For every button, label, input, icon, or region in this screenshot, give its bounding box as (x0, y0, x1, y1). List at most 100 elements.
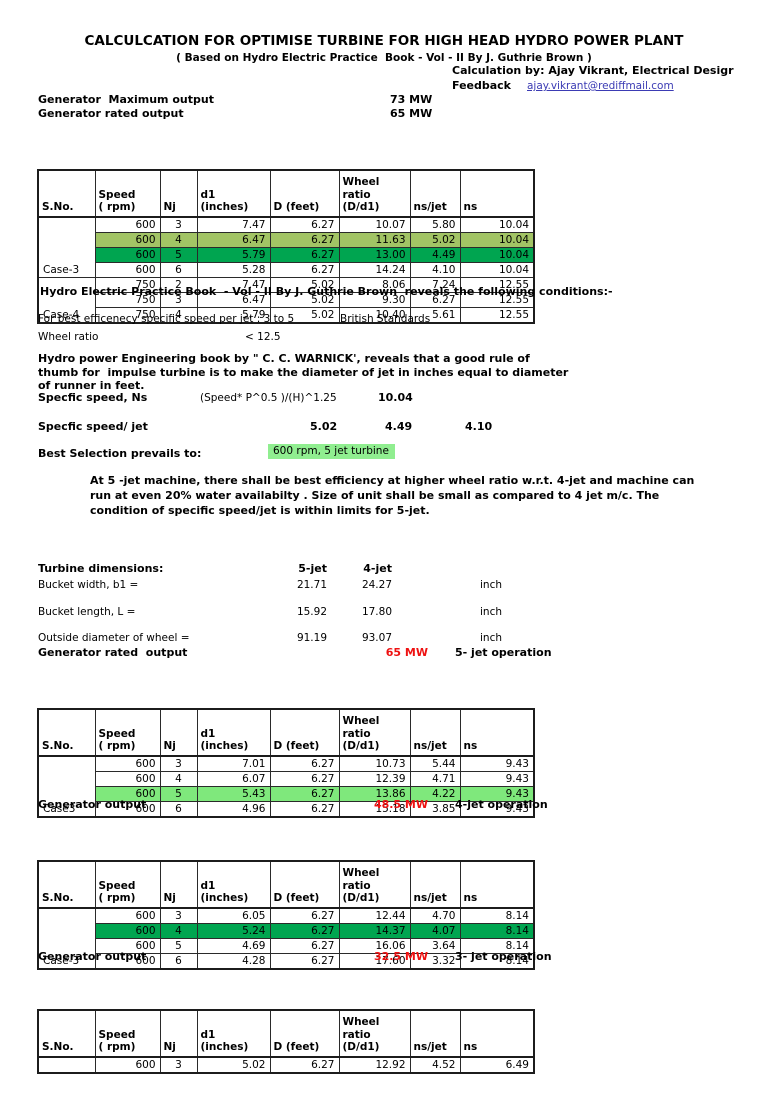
conditions-heading: Hydro Electric Practice Book - Vol - II … (40, 285, 613, 298)
cell: 3 (159, 755, 198, 772)
cell: 8.14 (459, 938, 535, 954)
column-header: d1 (inches) (196, 1009, 271, 1058)
cell: 5.80 (409, 216, 461, 233)
cell: 14.24 (338, 262, 411, 278)
column-header: Speed ( rpm) (94, 169, 161, 218)
turbine-table-73mw: S.No. Speed ( rpm) Nj d1 (inches) D (feet) Wh… (37, 169, 535, 324)
cell: 5.79 (196, 307, 271, 324)
cell: 9.43 (459, 801, 535, 818)
cell: 6.27 (269, 953, 340, 970)
cell: 5 (159, 786, 198, 802)
dim-row-label: Bucket length, L = (38, 606, 136, 618)
cell: 10.40 (338, 307, 411, 324)
column-header: ns (459, 860, 535, 909)
cell: 6.07 (196, 771, 271, 787)
dimensions-title: Turbine dimensions: (38, 562, 164, 575)
specific-speed-jet-label: Specfic speed/ jet (38, 420, 148, 433)
output-label: Generator rated output (38, 646, 188, 659)
cell: 4.22 (409, 786, 461, 802)
column-header: D (feet) (269, 860, 340, 909)
cell: 4.96 (196, 801, 271, 818)
specific-speed-jet-v3: 4.10 (465, 420, 493, 433)
column-header: Nj (159, 708, 198, 757)
cell: 8.14 (459, 907, 535, 924)
cell: 12.55 (459, 307, 535, 324)
cell: 600 (94, 923, 161, 939)
feedback-email-link[interactable]: ajay.vikrant@rediffmail.com (527, 80, 674, 92)
generator-rated-label: Generator rated output (38, 107, 184, 120)
cell: 6 (159, 953, 198, 970)
specific-speed-jet-v1: 5.02 (310, 420, 338, 433)
dim-row-v2: 24.27 (361, 579, 392, 591)
cell: 9.43 (459, 786, 535, 802)
cell: 5.02 (269, 292, 340, 308)
output-value: 32.5 MW (373, 950, 428, 963)
cell: 9.30 (338, 292, 411, 308)
cell: 13.00 (338, 247, 411, 263)
condition-specific-speed: For best efficenecy specific speed per j… (38, 313, 295, 325)
cell: 6.27 (269, 247, 340, 263)
column-header: S.No. (37, 860, 96, 909)
output-value: 48.5 MW (373, 798, 428, 811)
output-operation: 3- jet operation (455, 950, 552, 963)
turbine-table-48mw: S.No. Speed ( rpm) Nj d1 (inches) D (feet) Wh… (37, 860, 535, 970)
turbine-table-32mw: S.No. Speed ( rpm) Nj d1 (inches) D (feet) Wh… (37, 1009, 535, 1074)
cell: 5.24 (196, 923, 271, 939)
column-header: ns (459, 708, 535, 757)
condition-wheel-ratio-value: < 12.5 (245, 331, 281, 343)
cell: 17.60 (338, 953, 411, 970)
cell: 12.39 (338, 771, 411, 787)
table-65mw-wrapper: S.No. Speed ( rpm) Nj d1 (inches) D (feet) Wh… (37, 670, 535, 837)
cell: 6.27 (409, 292, 461, 308)
calculation-by: Calculation by: Ajay Vikrant, Electrical… (452, 64, 734, 77)
cell: 4.07 (409, 923, 461, 939)
table-48mw-wrapper: S.No. Speed ( rpm) Nj d1 (inches) D (feet) Wh… (37, 822, 535, 989)
best-selection-value: 600 rpm, 5 jet turbine (268, 444, 395, 459)
column-header: ns/jet (409, 169, 461, 218)
dim-row-v2: 17.80 (361, 606, 392, 618)
cell: 12.44 (338, 907, 411, 924)
condition-wheel-ratio-label: Wheel ratio (38, 331, 99, 343)
column-header: Wheel ratio (D/d1) (338, 169, 411, 218)
table-73mw-wrapper: S.No. Speed ( rpm) Nj d1 (inches) D (feet) Wh… (37, 131, 535, 343)
summary-note: At 5 -jet machine, there shall be best e… (90, 474, 695, 517)
cell: 3.85 (409, 801, 461, 818)
cell: 5.02 (269, 277, 340, 293)
cell: 600 (94, 786, 161, 802)
column-header: ns/jet (409, 860, 461, 909)
cell: 600 (94, 755, 161, 772)
cell: 5.61 (409, 307, 461, 324)
cell: 6.27 (269, 262, 340, 278)
page-subtitle: ( Based on Hydro Electric Practice Book … (176, 52, 592, 64)
cell: 600 (94, 1056, 161, 1074)
cell: 4.10 (409, 262, 461, 278)
column-header: D (feet) (269, 169, 340, 218)
cell: 6.27 (269, 232, 340, 248)
dim-row-v1: 15.92 (296, 606, 327, 618)
page: { "header": { "title": "CALCULCATION FOR… (37, 33, 734, 1074)
cell: 12.92 (338, 1056, 411, 1074)
cell: 600 (94, 232, 161, 248)
cell: 6.27 (269, 755, 340, 772)
cell: 4 (159, 771, 198, 787)
generator-max-label: Generator Maximum output (38, 93, 214, 106)
dim-row-label: Bucket width, b1 = (38, 579, 139, 591)
cell: 600 (94, 262, 161, 278)
column-header: D (feet) (269, 708, 340, 757)
dimensions-col1: 5-jet (298, 562, 327, 575)
column-header: ns (459, 169, 535, 218)
cell: 10.04 (459, 232, 535, 248)
cell: 3.32 (409, 953, 461, 970)
cell: 6.27 (269, 907, 340, 924)
column-header: Nj (159, 1009, 198, 1058)
cell: 6.27 (269, 786, 340, 802)
dim-row-v1: 91.19 (296, 632, 327, 644)
cell: 6 (159, 262, 198, 278)
cell: 5.28 (196, 262, 271, 278)
column-header: d1 (inches) (196, 860, 271, 909)
cell: 6.27 (269, 923, 340, 939)
feedback-label: Feedback (452, 79, 511, 92)
cell: 6.27 (269, 771, 340, 787)
column-header: S.No. (37, 169, 96, 218)
cell: 5.02 (269, 307, 340, 324)
